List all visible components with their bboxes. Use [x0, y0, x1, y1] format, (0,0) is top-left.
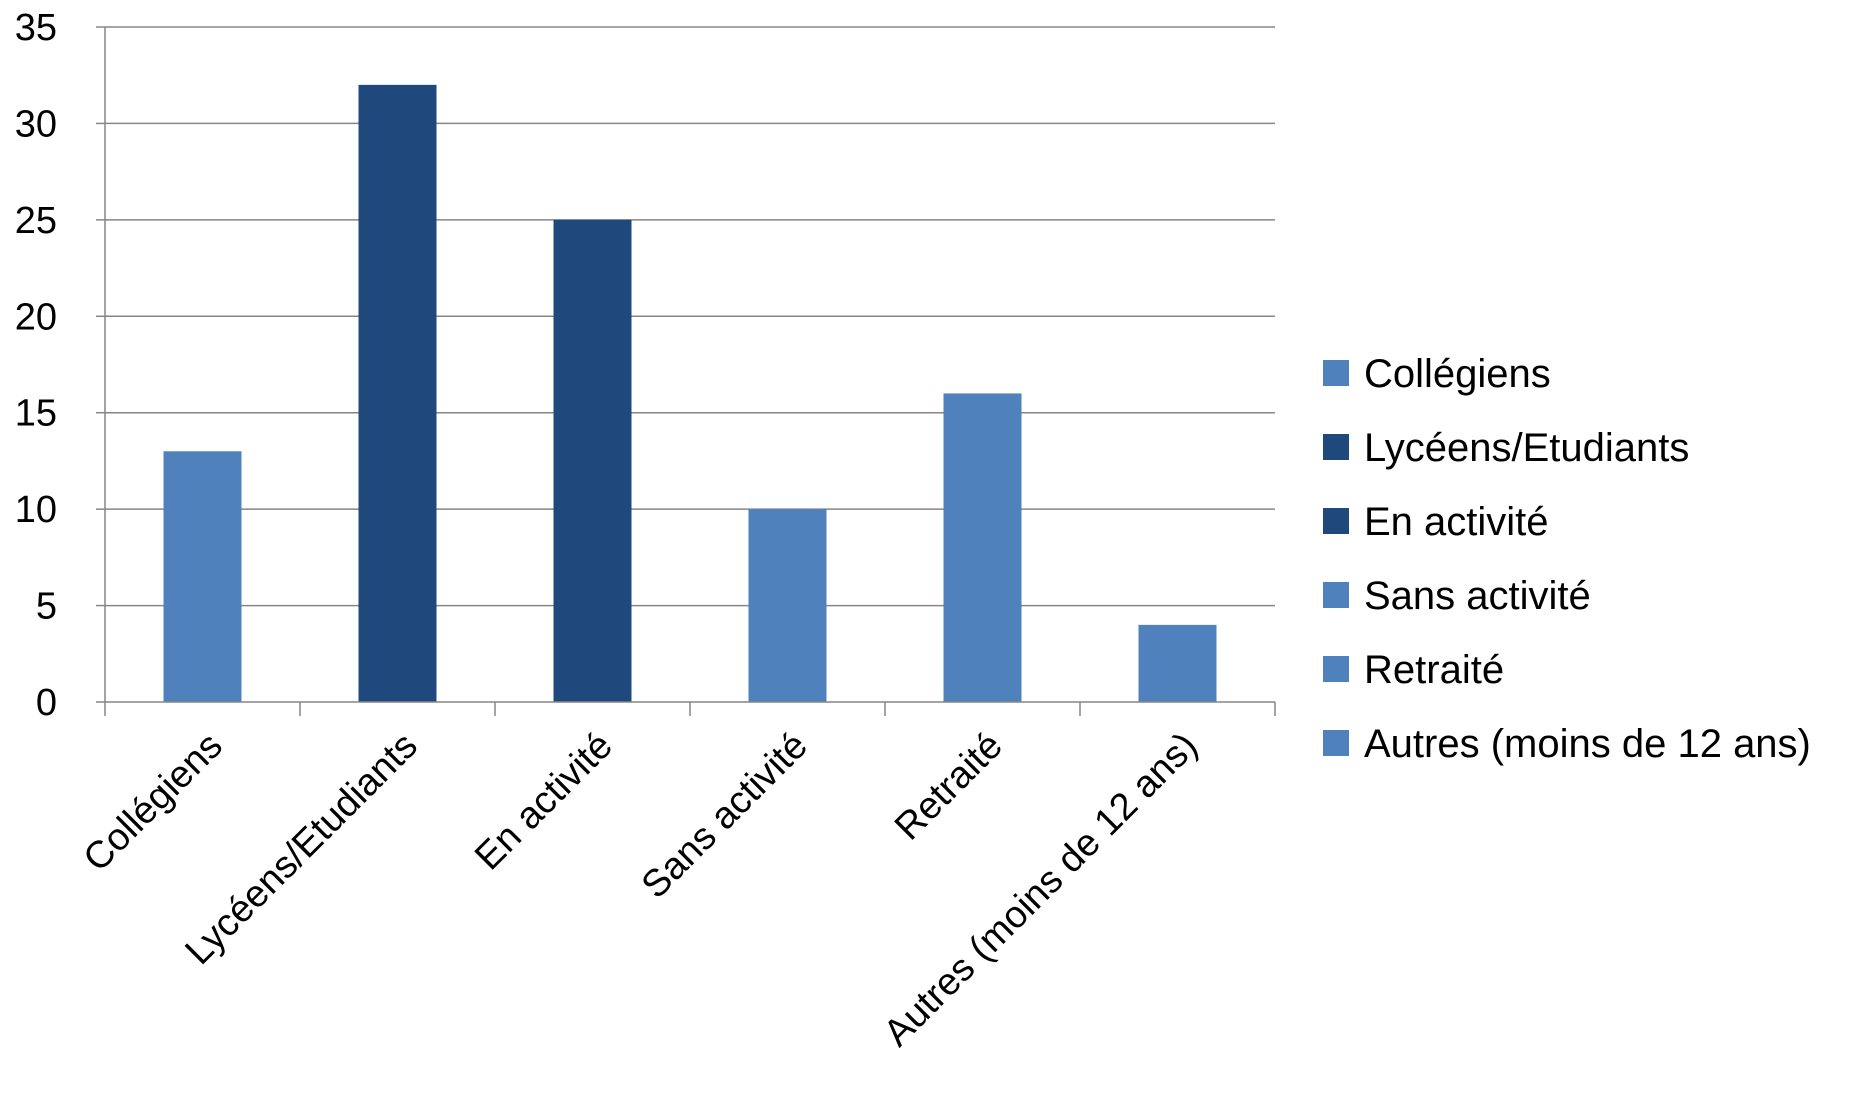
- legend-swatch: [1323, 582, 1349, 608]
- legend-label: En activité: [1364, 500, 1549, 544]
- bar: [163, 451, 242, 702]
- y-tick-label: 10: [15, 489, 57, 531]
- bar: [1138, 624, 1217, 702]
- y-tick-label: 30: [15, 103, 57, 145]
- y-tick-label: 5: [36, 586, 57, 628]
- y-tick-label: 20: [15, 296, 57, 338]
- gridlines: [105, 26, 1275, 607]
- legend-label: Autres (moins de 12 ans): [1364, 722, 1811, 766]
- y-axis-tick-labels: 0 5 10 15 20 25 30 35: [15, 7, 57, 724]
- legend-swatch: [1323, 730, 1349, 756]
- x-tick-label: Sans activité: [634, 725, 816, 907]
- legend-label: Retraité: [1364, 648, 1504, 692]
- bar: [358, 84, 437, 703]
- bar: [943, 393, 1022, 702]
- bars: [163, 84, 1217, 703]
- legend-swatch: [1323, 360, 1349, 386]
- bar: [748, 509, 827, 702]
- x-tick-label: En activité: [467, 725, 621, 879]
- y-tick-label: 0: [36, 682, 57, 724]
- y-tick-label: 25: [15, 200, 57, 242]
- legend-label: Lycéens/Etudiants: [1364, 426, 1689, 470]
- y-tick-label: 35: [15, 7, 57, 49]
- legend-swatch: [1323, 508, 1349, 534]
- bar: [553, 219, 632, 702]
- legend: Collégiens Lycéens/Etudiants En activité Sa…: [1323, 352, 1811, 766]
- legend-swatch: [1323, 656, 1349, 682]
- axes: [96, 26, 1276, 716]
- legend-label: Collégiens: [1364, 352, 1551, 396]
- legend-label: Sans activité: [1364, 574, 1591, 618]
- x-tick-label: Collégiens: [76, 725, 231, 880]
- x-tick-label: Retraité: [887, 725, 1011, 849]
- y-tick-label: 15: [15, 393, 57, 435]
- legend-swatch: [1323, 434, 1349, 460]
- x-tick-label: Autres (moins de 12 ans): [876, 725, 1206, 1055]
